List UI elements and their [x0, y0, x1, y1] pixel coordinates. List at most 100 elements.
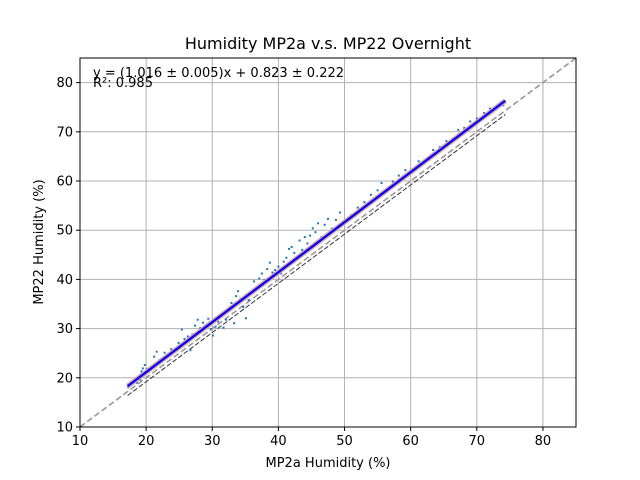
- data-point: [140, 370, 143, 373]
- data-point: [404, 169, 407, 172]
- data-point: [237, 290, 240, 293]
- data-point: [432, 149, 435, 152]
- data-point: [285, 256, 288, 259]
- data-point: [242, 305, 245, 308]
- data-point: [417, 160, 420, 163]
- data-point: [438, 146, 441, 149]
- data-point: [186, 335, 189, 338]
- data-point: [214, 325, 217, 328]
- x-tick-label: 10: [72, 434, 89, 449]
- data-point: [301, 248, 304, 251]
- data-point: [196, 318, 199, 321]
- data-point: [217, 320, 220, 323]
- data-point: [463, 126, 466, 129]
- data-point: [209, 328, 212, 331]
- data-point: [252, 280, 255, 283]
- data-point: [266, 268, 269, 271]
- data-point: [380, 181, 383, 184]
- data-point: [287, 247, 290, 250]
- data-point: [143, 364, 146, 367]
- data-point: [268, 261, 271, 264]
- data-point: [376, 189, 379, 192]
- axis-ticks: 10 20 30 40 50 60 70 80 10 20 30 40 50 60 70 80: [56, 76, 551, 449]
- data-point: [177, 341, 180, 344]
- x-tick-label: 40: [270, 434, 287, 449]
- r-squared: R²: 0.985: [93, 76, 153, 91]
- data-point: [135, 381, 138, 384]
- data-point: [170, 348, 173, 351]
- y-tick-label: 10: [56, 421, 73, 436]
- y-tick-label: 40: [56, 273, 73, 288]
- plot-frame: [79, 57, 577, 428]
- data-point: [303, 236, 306, 239]
- y-tick-label: 80: [56, 76, 73, 91]
- data-point: [369, 193, 372, 196]
- lower-bound-line: [127, 114, 506, 396]
- data-point: [475, 117, 478, 120]
- data-point: [280, 272, 283, 275]
- y-tick-label: 50: [56, 224, 73, 239]
- data-point: [483, 112, 486, 115]
- data-point: [233, 322, 236, 325]
- fit-equation: y = (1.016 ± 0.005)x + 0.823 ± 0.222: [93, 66, 344, 81]
- data-point: [314, 231, 317, 234]
- data-point: [211, 334, 214, 337]
- x-tick-label: 20: [138, 434, 155, 449]
- data-point: [247, 299, 250, 302]
- data-point: [317, 222, 320, 225]
- data-point: [260, 272, 263, 275]
- x-tick-label: 80: [535, 434, 552, 449]
- data-point: [327, 217, 329, 220]
- x-axis-label: MP2a Humidity (%): [266, 456, 391, 471]
- data-point: [309, 234, 312, 237]
- data-point: [306, 242, 309, 245]
- data-point: [271, 271, 274, 274]
- data-point: [274, 269, 277, 272]
- data-point: [323, 223, 326, 226]
- identity-line: [80, 58, 576, 427]
- data-point: [334, 218, 337, 221]
- data-point: [127, 386, 130, 389]
- data-point: [293, 251, 296, 254]
- data-point: [180, 328, 183, 331]
- data-point: [363, 201, 366, 204]
- data-point: [207, 317, 210, 320]
- fit-line-group: [126, 98, 507, 389]
- y-tick-label: 70: [56, 125, 73, 140]
- data-point: [391, 180, 394, 183]
- data-point: [202, 321, 205, 324]
- data-point: [290, 245, 293, 248]
- data-point: [163, 351, 166, 354]
- x-tick-label: 60: [402, 434, 419, 449]
- data-point: [183, 337, 186, 340]
- x-tick-label: 70: [469, 434, 486, 449]
- data-point: [457, 128, 460, 131]
- data-point: [338, 211, 341, 214]
- data-point: [277, 265, 280, 268]
- fit-line: [126, 99, 506, 388]
- data-point: [189, 349, 192, 352]
- y-axis-label: MP22 Humidity (%): [32, 179, 47, 304]
- x-tick-label: 50: [336, 434, 353, 449]
- y-tick-label: 20: [56, 371, 73, 386]
- reference-lines: [80, 58, 576, 427]
- data-point: [230, 302, 233, 305]
- data-point: [141, 367, 144, 370]
- data-point: [194, 324, 197, 327]
- data-point: [155, 350, 158, 353]
- data-point: [282, 260, 285, 263]
- data-point: [445, 140, 448, 143]
- chart-title: Humidity MP2a v.s. MP22 Overnight: [185, 34, 471, 53]
- x-tick-label: 30: [204, 434, 221, 449]
- data-point: [225, 318, 228, 321]
- data-point: [469, 120, 472, 123]
- y-tick-label: 30: [56, 322, 73, 337]
- data-point: [356, 206, 359, 209]
- data-point: [311, 227, 314, 230]
- data-point: [235, 295, 238, 298]
- data-point: [153, 355, 156, 358]
- data-point: [258, 277, 261, 280]
- data-point: [244, 317, 247, 320]
- y-tick-label: 60: [56, 175, 73, 190]
